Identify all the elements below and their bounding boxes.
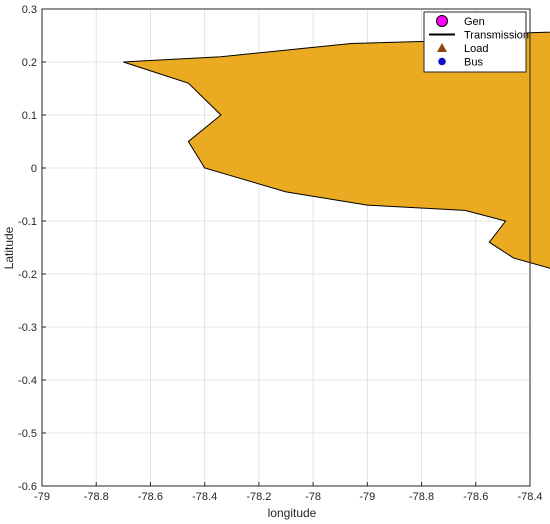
legend-label: Transmission (464, 30, 529, 42)
axes-box (41, 8, 531, 487)
x-tick-label: -78.2 (246, 491, 271, 503)
region-layer (123, 31, 550, 269)
x-tick-label: -79 (34, 491, 50, 503)
x-tick-label: -78.4 (192, 491, 217, 503)
x-tick-label: -78.6 (138, 491, 163, 503)
region-shape (123, 31, 550, 269)
y-tick-label: 0.3 (22, 4, 37, 16)
x-tick-label: -78.6 (463, 491, 488, 503)
y-axis-label: Latitude (2, 226, 16, 269)
y-tick-label: 0.2 (22, 57, 37, 69)
legend-load-icon (437, 43, 447, 52)
y-tick-label: -0.2 (18, 269, 37, 281)
legend-label: Load (464, 43, 488, 55)
x-axis-label: longitude (268, 506, 317, 520)
y-tick-label: -0.1 (18, 216, 37, 228)
x-tick-label: -78 (305, 491, 321, 503)
legend-label: Bus (464, 57, 483, 69)
x-tick-label: -78.8 (84, 491, 109, 503)
y-tick-label: -0.5 (18, 428, 37, 440)
legend-label: Gen (464, 16, 485, 28)
tick-labels: -79 -78.8 -78.6 -78.4 -78.2 -78 -79 -78.8 -78.6 -… (18, 4, 543, 503)
y-tick-label: 0 (31, 163, 37, 175)
legend-bus-icon (438, 57, 446, 66)
y-tick-label: -0.6 (18, 481, 37, 493)
x-tick-label: -78.8 (409, 491, 434, 503)
x-tick-label: -78.4 (517, 491, 542, 503)
y-tick-label: -0.4 (18, 375, 37, 387)
y-tick-label: 0.1 (22, 110, 37, 122)
x-tick-label: -79 (359, 491, 375, 503)
y-tick-label: -0.3 (18, 322, 37, 334)
legend-gen-icon (436, 15, 448, 27)
axes-frame (41, 8, 531, 487)
